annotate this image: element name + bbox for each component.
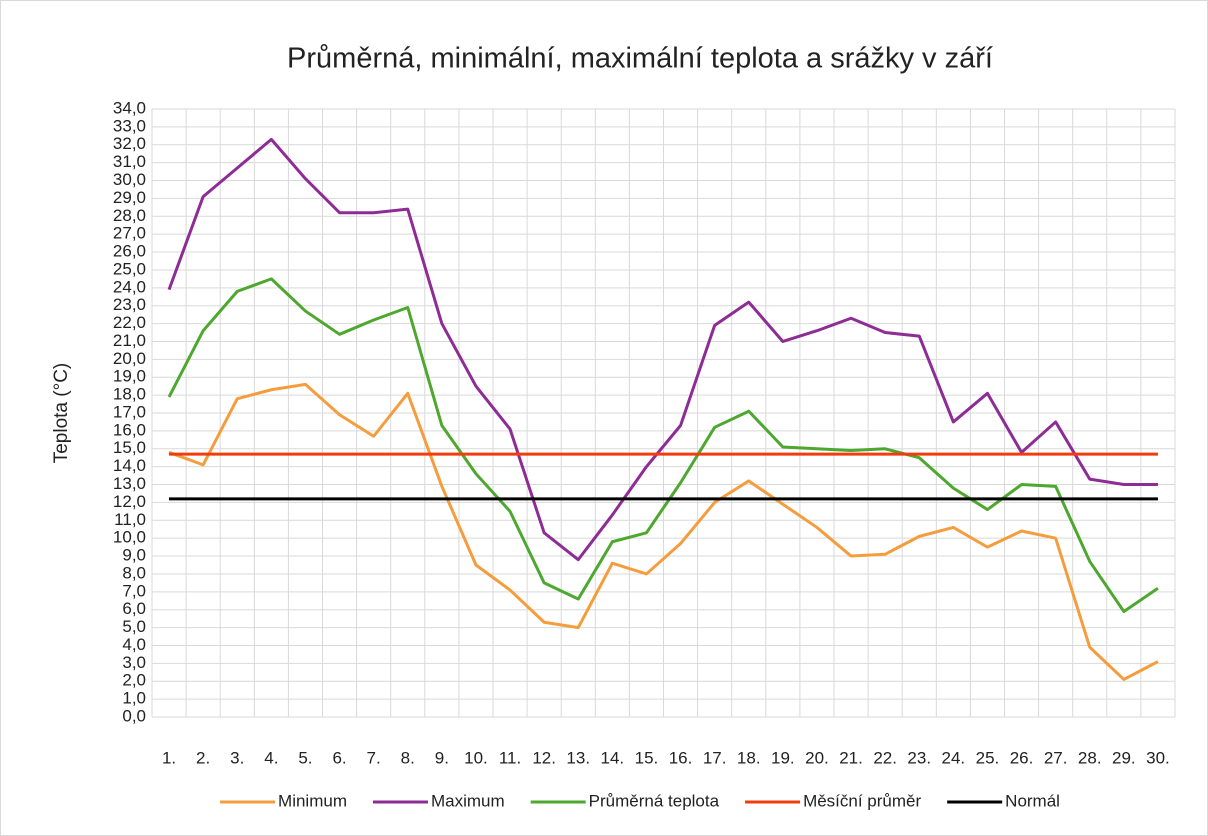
y-tick-label: 32,0	[113, 134, 146, 153]
x-tick-label: 4.	[264, 748, 278, 767]
y-tick-label: 17,0	[113, 402, 146, 421]
x-tick-label: 27.	[1044, 748, 1068, 767]
y-tick-label: 26,0	[113, 242, 146, 261]
y-tick-label: 20,0	[113, 349, 146, 368]
y-tick-label: 30,0	[113, 170, 146, 189]
y-tick-label: 10,0	[113, 528, 146, 547]
x-tick-label: 20.	[805, 748, 829, 767]
x-tick-label: 3.	[230, 748, 244, 767]
y-tick-label: 5,0	[122, 617, 146, 636]
x-tick-label: 22.	[873, 748, 897, 767]
series-line	[167, 277, 1159, 613]
y-tick-label: 0,0	[122, 706, 146, 725]
x-tick-label: 16.	[669, 748, 693, 767]
x-tick-label: 7.	[367, 748, 381, 767]
series-line	[167, 137, 1158, 562]
chart-title: Průměrná, minimální, maximální teplota a…	[287, 43, 993, 75]
x-tick-label: 25.	[976, 748, 1000, 767]
y-tick-label: 34,0	[113, 98, 146, 117]
y-tick-label: 4,0	[122, 635, 146, 654]
x-tick-label: 18.	[737, 748, 761, 767]
y-tick-label: 19,0	[113, 367, 146, 386]
x-tick-label: 30.	[1146, 748, 1170, 767]
x-tick-label: 24.	[942, 748, 966, 767]
y-tick-label: 15,0	[113, 438, 146, 457]
y-tick-label: 3,0	[122, 653, 146, 672]
y-tick-label: 27,0	[113, 224, 146, 243]
y-tick-label: 14,0	[113, 456, 146, 475]
x-tick-label: 14.	[601, 748, 625, 767]
y-tick-label: 6,0	[122, 599, 146, 618]
legend-item: Měsíční průměr	[745, 791, 921, 810]
y-tick-label: 11,0	[114, 510, 146, 529]
x-tick-label: 23.	[907, 748, 931, 767]
legend-label: Měsíční průměr	[803, 791, 921, 810]
legend-label: Průměrná teplota	[589, 791, 720, 810]
y-tick-label: 7,0	[122, 581, 146, 600]
legend-item: Minimum	[220, 791, 347, 810]
x-tick-label: 13.	[566, 748, 590, 767]
y-tick-label: 28,0	[113, 206, 146, 225]
x-tick-label: 21.	[839, 748, 863, 767]
x-tick-label: 29.	[1112, 748, 1136, 767]
y-tick-label: 33,0	[113, 116, 146, 135]
x-tick-label: 9.	[435, 748, 449, 767]
x-tick-label: 1.	[162, 748, 176, 767]
series-line	[168, 382, 1159, 681]
y-tick-label: 29,0	[113, 188, 146, 207]
x-tick-label: 12.	[532, 748, 556, 767]
legend-label: Maximum	[431, 791, 505, 810]
y-tick-label: 12,0	[113, 492, 146, 511]
legend-label: Normál	[1005, 791, 1060, 810]
legend-item: Normál	[947, 791, 1060, 810]
y-tick-label: 13,0	[113, 474, 146, 493]
y-tick-label: 8,0	[122, 563, 146, 582]
y-tick-label: 1,0	[122, 689, 146, 708]
y-tick-label: 24,0	[113, 277, 146, 296]
legend-item: Průměrná teplota	[530, 791, 720, 810]
y-tick-label: 22,0	[113, 313, 146, 332]
y-tick-label: 25,0	[113, 259, 146, 278]
x-tick-label: 8.	[401, 748, 415, 767]
y-tick-label: 23,0	[113, 295, 146, 314]
y-tick-label: 16,0	[113, 420, 146, 439]
y-tick-label: 31,0	[113, 152, 146, 171]
x-tick-label: 17.	[703, 748, 727, 767]
y-tick-label: 9,0	[122, 546, 146, 565]
x-tick-label: 15.	[635, 748, 659, 767]
x-tick-label: 19.	[771, 748, 795, 767]
legend-item: Maximum	[372, 791, 505, 810]
x-tick-label: 28.	[1078, 748, 1102, 767]
x-tick-label: 26.	[1010, 748, 1034, 767]
y-tick-label: 21,0	[113, 331, 146, 350]
x-tick-label: 2.	[196, 748, 210, 767]
y-tick-label: 2,0	[122, 671, 146, 690]
x-tick-label: 5.	[298, 748, 312, 767]
legend-label: Minimum	[278, 791, 347, 810]
x-tick-label: 11.	[499, 748, 521, 767]
y-axis-label: Teplota (°C)	[51, 363, 72, 464]
x-tick-label: 6.	[332, 748, 346, 767]
y-tick-label: 18,0	[113, 385, 146, 404]
x-tick-label: 10.	[464, 748, 488, 767]
